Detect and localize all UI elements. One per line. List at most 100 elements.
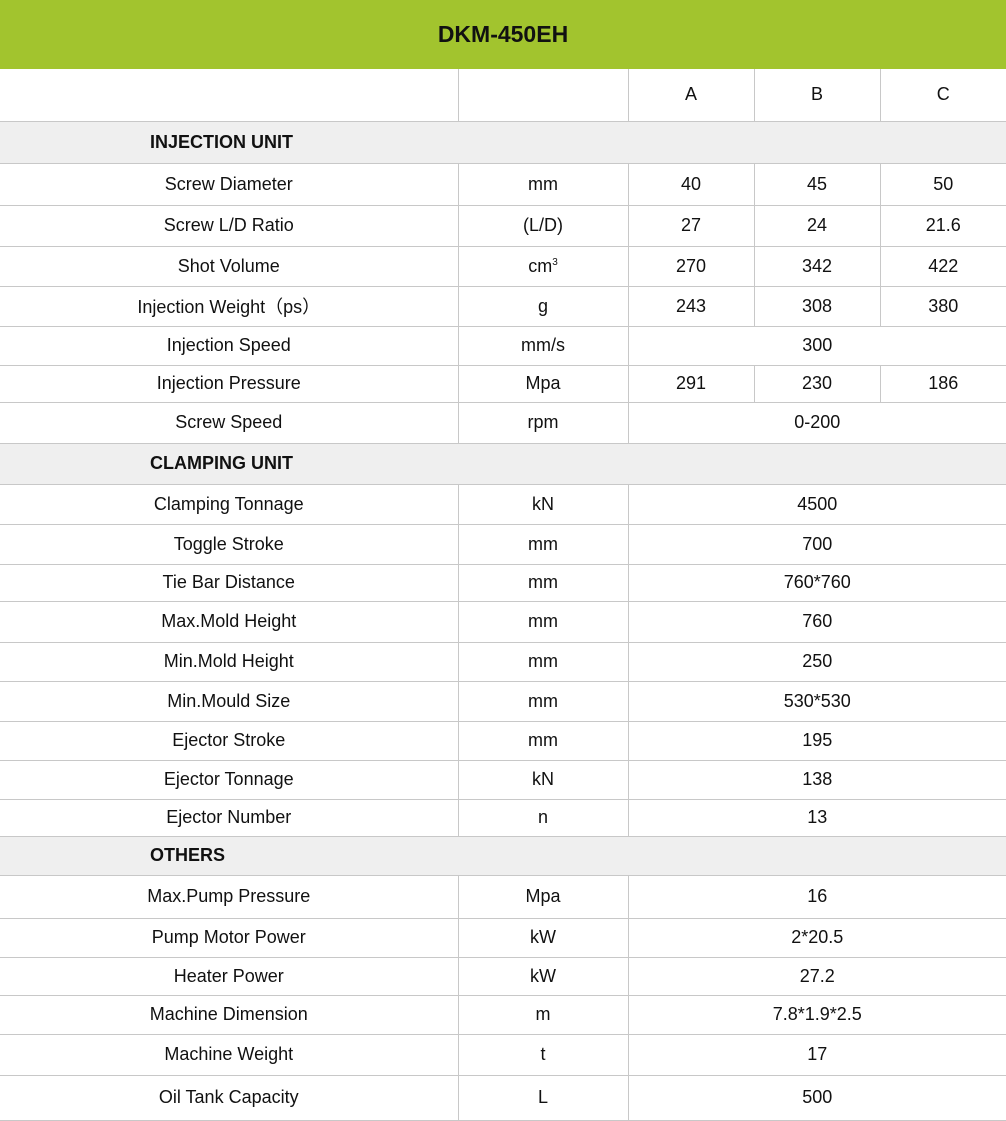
unit-text: mm: [528, 173, 558, 194]
table-row: Min.Mould Size mm 530*530: [0, 681, 1006, 722]
spec-label: Max.Mold Height: [0, 601, 458, 643]
spec-label: Toggle Stroke: [0, 524, 458, 565]
unit-text: kW: [530, 965, 556, 986]
spec-value: 291: [627, 365, 754, 403]
spec-value: 17: [627, 1034, 1006, 1076]
spec-value: 195: [627, 721, 1006, 761]
table-row: Ejector Number n 13: [0, 799, 1006, 837]
spec-unit: Mpa: [457, 875, 628, 919]
spec-unit: mm: [457, 564, 628, 602]
table-row: Shot Volume cm3 270 342 422: [0, 246, 1006, 287]
spec-unit: n: [457, 799, 628, 837]
spec-label: Machine Dimension: [0, 995, 458, 1035]
spec-label: Clamping Tonnage: [0, 484, 458, 525]
spec-value: 300: [627, 326, 1006, 366]
column-header: [457, 69, 628, 122]
spec-value: 500: [627, 1075, 1006, 1121]
spec-value: 27: [627, 205, 754, 247]
spec-value: 230: [753, 365, 880, 403]
spec-unit: m: [457, 995, 628, 1035]
spec-label: Min.Mold Height: [0, 642, 458, 682]
spec-unit: kN: [457, 484, 628, 525]
unit-text: (L/D): [523, 215, 563, 235]
spec-label: Shot Volume: [0, 246, 458, 287]
spec-value: 0-200: [627, 402, 1006, 444]
unit-text: t: [540, 1044, 546, 1064]
spec-unit: mm: [457, 681, 628, 722]
table-row: Screw Diameter mm 40 45 50: [0, 163, 1006, 206]
spec-label: Injection Pressure: [0, 365, 458, 403]
column-header: [0, 69, 458, 122]
unit-text: mm: [528, 611, 558, 631]
spec-table: A B C INJECTION UNIT Screw Diameter mm 40 45 50 S…: [0, 69, 1006, 1121]
spec-label: Machine Weight: [0, 1034, 458, 1076]
table-row: Max.Mold Height mm 760: [0, 601, 1006, 643]
table-row: Toggle Stroke mm 700: [0, 524, 1006, 565]
spec-label: Ejector Stroke: [0, 721, 458, 761]
spec-unit: (L/D): [457, 205, 628, 247]
spec-label: Heater Power: [0, 957, 458, 996]
unit-text: rpm: [527, 412, 559, 432]
table-row: Ejector Stroke mm 195: [0, 721, 1006, 761]
spec-unit: mm: [457, 163, 628, 206]
section-header: CLAMPING UNIT: [0, 443, 1006, 485]
spec-unit: Mpa: [457, 365, 628, 403]
unit-text: Mpa: [525, 373, 561, 393]
spec-value: 243: [627, 286, 754, 327]
spec-unit: mm: [457, 721, 628, 761]
spec-label: Oil Tank Capacity: [0, 1075, 458, 1121]
spec-label: Screw Diameter: [0, 163, 458, 206]
spec-value: 4500: [627, 484, 1006, 525]
table-row: Clamping Tonnage kN 4500: [0, 484, 1006, 525]
spec-label: Tie Bar Distance: [0, 564, 458, 602]
unit-text: mm: [528, 651, 558, 671]
table-row: Machine Weight t 17: [0, 1034, 1006, 1076]
section-header: INJECTION UNIT: [0, 121, 1006, 164]
spec-value: 380: [879, 286, 1006, 327]
spec-unit: kN: [457, 760, 628, 800]
spec-label: Screw Speed: [0, 402, 458, 444]
table-row: Heater Power kW 27.2: [0, 957, 1006, 996]
unit-text: mm: [528, 730, 558, 750]
spec-value: 342: [753, 246, 880, 287]
spec-value: 50: [879, 163, 1006, 206]
spec-value: 13: [627, 799, 1006, 837]
unit-text: mm/s: [521, 335, 565, 355]
spec-value: 138: [627, 760, 1006, 800]
spec-unit: t: [457, 1034, 628, 1076]
unit-text: mm: [528, 533, 558, 554]
spec-label: Ejector Tonnage: [0, 760, 458, 800]
spec-unit: kW: [457, 918, 628, 958]
unit-superscript: 3: [552, 256, 558, 268]
unit-text: g: [537, 295, 548, 316]
spec-unit: rpm: [457, 402, 628, 444]
spec-label: Ejector Number: [0, 799, 458, 837]
unit-text: mm: [528, 572, 558, 592]
table-row: Injection Pressure Mpa 291 230 186: [0, 365, 1006, 403]
spec-label: Pump Motor Power: [0, 918, 458, 958]
table-row: Pump Motor Power kW 2*20.5: [0, 918, 1006, 958]
spec-value: 760*760: [627, 564, 1006, 602]
column-header: A: [627, 69, 754, 122]
spec-value: 24: [753, 205, 880, 247]
spec-label: Max.Pump Pressure: [0, 875, 458, 919]
spec-label: Screw L/D Ratio: [0, 205, 458, 247]
table-row: Tie Bar Distance mm 760*760: [0, 564, 1006, 602]
unit-text: mm: [528, 690, 558, 711]
spec-value: 27.2: [627, 957, 1006, 996]
spec-value: 760: [627, 601, 1006, 643]
spec-value: 40: [627, 163, 754, 206]
spec-unit: cm3: [457, 246, 628, 287]
spec-unit: g: [457, 286, 628, 327]
spec-unit: mm: [457, 524, 628, 565]
table-row: Injection Weight（ps） g 243 308 380: [0, 286, 1006, 327]
spec-value: 530*530: [627, 681, 1006, 722]
table-row: Max.Pump Pressure Mpa 16: [0, 875, 1006, 919]
spec-label: Min.Mould Size: [0, 681, 458, 722]
table-row: Screw Speed rpm 0-200: [0, 402, 1006, 444]
spec-value: 308: [753, 286, 880, 327]
spec-value: 2*20.5: [627, 918, 1006, 958]
unit-text: kW: [530, 927, 556, 947]
unit-text: cm: [528, 255, 553, 276]
